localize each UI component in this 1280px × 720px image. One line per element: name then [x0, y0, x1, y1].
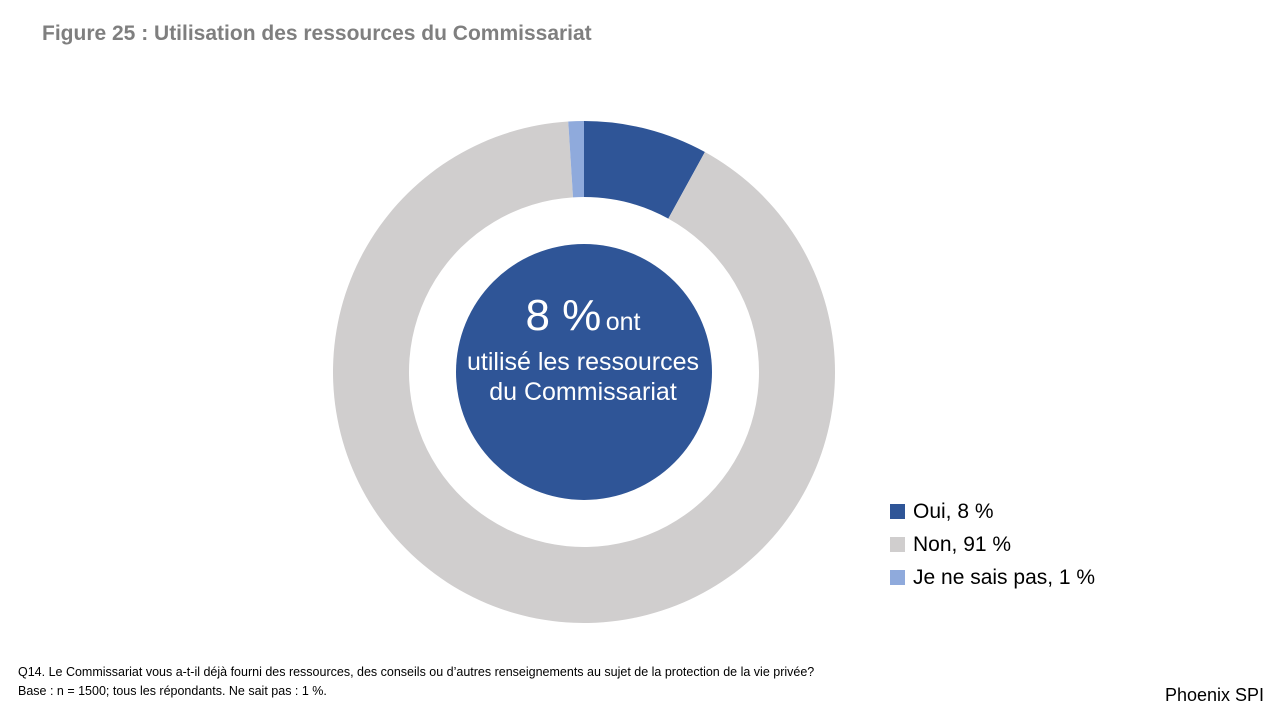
- center-suffix: ont: [605, 308, 641, 336]
- legend-item-nsp: Je ne sais pas, 1 %: [890, 561, 1095, 594]
- center-description: utilisé les ressources du Commissariat: [466, 347, 700, 406]
- footnote-base: Base : n = 1500; tous les répondants. Ne…: [18, 684, 327, 698]
- legend-item-non: Non, 91 %: [890, 528, 1095, 561]
- center-label: 8 % ont utilisé les ressources du Commis…: [458, 290, 708, 407]
- legend-label-oui: Oui, 8 %: [913, 499, 994, 523]
- legend-label-non: Non, 91 %: [913, 532, 1012, 556]
- legend-item-oui: Oui, 8 %: [890, 495, 1095, 528]
- chart-title: Figure 25 : Utilisation des ressources d…: [42, 22, 592, 45]
- footnote: Q14. Le Commissariat vous a-t-il déjà fo…: [18, 663, 814, 701]
- legend: Oui, 8 % Non, 91 % Je ne sais pas, 1 %: [890, 495, 1095, 594]
- donut-slice-nsp: [568, 121, 584, 198]
- center-highlight-circle: [456, 244, 712, 500]
- legend-label-nsp: Je ne sais pas, 1 %: [913, 565, 1096, 589]
- center-value: 8 %: [525, 291, 602, 340]
- brand-label: Phoenix SPI: [1164, 685, 1264, 705]
- legend-swatch-nsp: [890, 570, 905, 585]
- donut-slice-oui: [584, 121, 705, 219]
- legend-swatch-non: [890, 537, 905, 552]
- donut-slice-non: [333, 121, 835, 623]
- footnote-question: Q14. Le Commissariat vous a-t-il déjà fo…: [18, 665, 815, 679]
- legend-swatch-oui: [890, 504, 905, 519]
